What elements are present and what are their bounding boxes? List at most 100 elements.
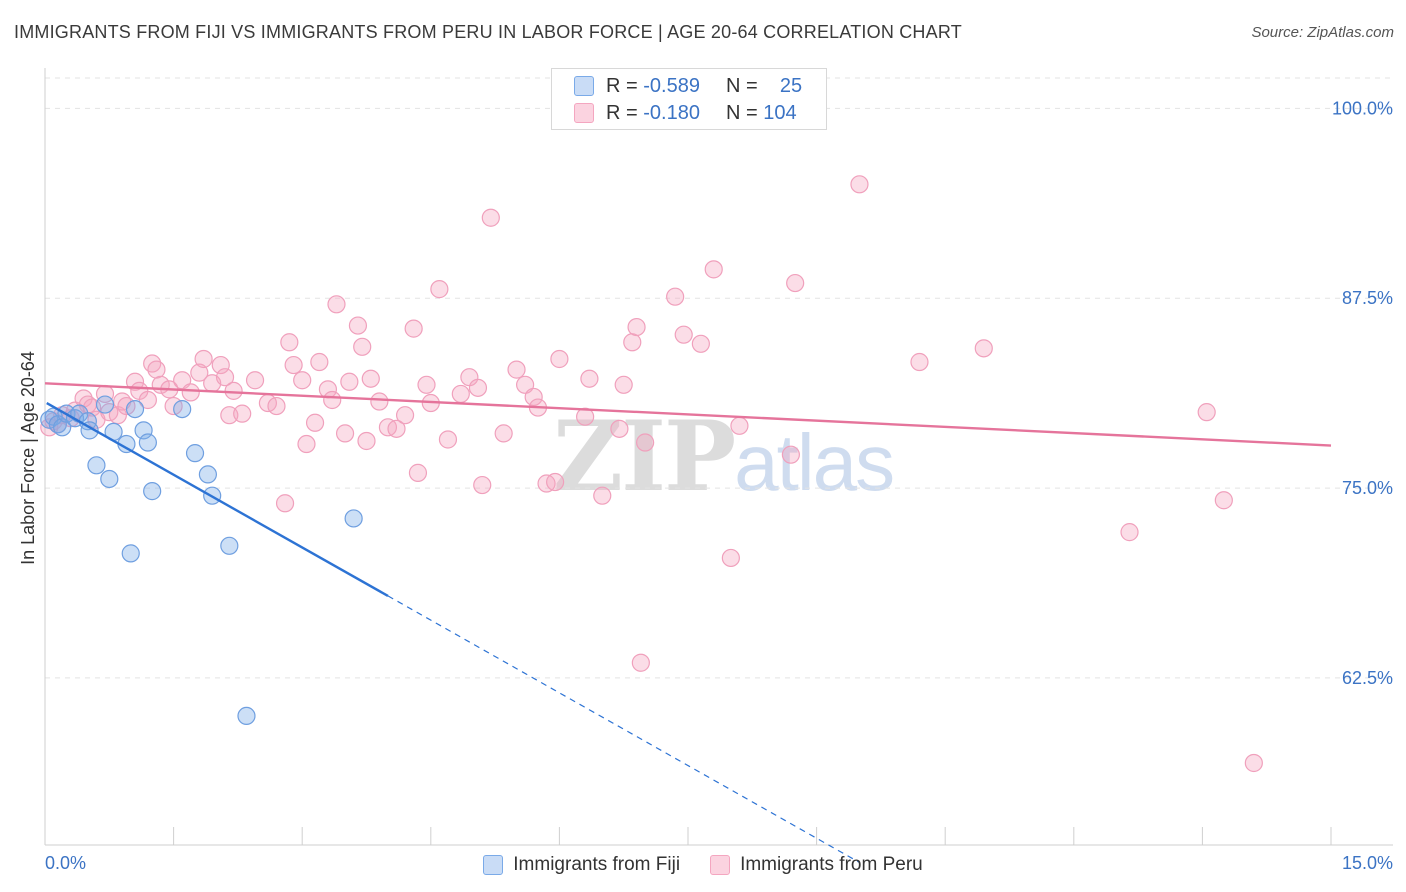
x-tick-label: 0.0%: [45, 853, 86, 873]
fiji-n-value: 25: [779, 74, 803, 97]
peru-point: [481, 208, 500, 227]
peru-point: [224, 381, 243, 400]
stats-legend-row-peru: R = -0.180 N = 104: [574, 100, 797, 126]
peru-point: [691, 334, 710, 353]
peru-point: [636, 433, 655, 452]
peru-point: [194, 349, 213, 369]
peru-point: [627, 317, 646, 337]
fiji-point: [138, 433, 157, 452]
peru-point: [550, 349, 569, 369]
legend-item-fiji[interactable]: Immigrants from Fiji: [483, 854, 680, 876]
peru-point: [666, 287, 685, 306]
fiji-r-label: R =: [606, 74, 638, 97]
fiji-r-value: -0.589: [643, 74, 700, 97]
fiji-point: [185, 444, 205, 463]
peru-point: [614, 375, 633, 394]
peru-point: [357, 431, 376, 451]
axis-labels: 62.5% 75.0% 87.5% 100.0% 0.0% 15.0% In Labor F…: [18, 98, 1393, 873]
peru-point: [125, 372, 145, 391]
fiji-point: [344, 509, 363, 528]
peru-trend-line: [44, 382, 1332, 447]
legend-label-peru: Immigrants from Peru: [740, 854, 923, 875]
peru-point: [404, 319, 423, 338]
peru-point: [1244, 753, 1263, 773]
peru-point: [546, 472, 565, 492]
peru-point: [245, 371, 265, 390]
peru-point: [280, 333, 299, 352]
stats-legend-row-fiji: R = -0.589 N = 25: [574, 73, 802, 99]
legend-item-peru[interactable]: Immigrants from Peru: [710, 854, 923, 876]
fiji-point: [198, 465, 217, 484]
peru-point: [1120, 523, 1139, 542]
legend-label-fiji: Immigrants from Fiji: [513, 854, 681, 875]
fiji-point: [220, 536, 239, 555]
peru-point: [327, 295, 346, 314]
stats-legend: R = -0.589 N = 25 R = -0.180 N = 104: [551, 68, 827, 130]
peru-point: [353, 337, 372, 356]
peru-point: [580, 369, 599, 388]
peru-point: [473, 475, 492, 495]
peru-point: [323, 390, 342, 410]
peru-point: [524, 387, 543, 407]
peru-point: [275, 494, 295, 513]
fiji-point: [100, 469, 119, 489]
peru-point: [417, 375, 436, 394]
peru-point: [310, 352, 329, 372]
fiji-n-label: N =: [726, 74, 758, 97]
peru-point: [215, 368, 235, 387]
peru-swatch: [574, 103, 594, 123]
fiji-point: [53, 418, 72, 437]
peru-points: [40, 175, 1263, 773]
peru-point: [704, 260, 723, 279]
y-axis-label: In Labor Force | Age 20-64: [18, 351, 38, 565]
axes: [44, 68, 1393, 846]
fiji-point: [143, 482, 162, 501]
peru-point: [348, 316, 368, 335]
peru-point: [850, 175, 869, 194]
y-tick-label: 87.5%: [1342, 288, 1393, 308]
fiji-point: [95, 395, 115, 414]
peru-point: [507, 360, 526, 379]
chart-source: Source: ZipAtlas.com: [1251, 24, 1394, 41]
peru-point: [340, 372, 359, 391]
peru-point: [395, 406, 415, 425]
peru-point: [494, 424, 513, 443]
peru-point: [190, 363, 209, 382]
peru-point: [147, 360, 166, 379]
peru-r-label: R =: [606, 101, 638, 124]
x-tick-label: 15.0%: [1342, 853, 1393, 873]
fiji-point: [237, 706, 256, 726]
peru-point: [138, 390, 157, 410]
fiji-trend-line: [46, 401, 389, 597]
peru-point: [1197, 403, 1216, 422]
fiji-point: [173, 400, 192, 419]
peru-point: [781, 445, 800, 464]
peru-point: [284, 355, 303, 375]
peru-point: [408, 463, 428, 482]
peru-point: [181, 383, 200, 402]
peru-point: [451, 384, 470, 404]
peru-point: [610, 419, 629, 438]
peru-point: [293, 371, 312, 390]
peru-point: [297, 434, 316, 454]
peru-point: [267, 396, 286, 416]
peru-point: [430, 280, 449, 299]
peru-point: [468, 378, 488, 397]
peru-point: [623, 333, 642, 352]
y-tick-label: 75.0%: [1342, 478, 1393, 498]
peru-r-value: -0.180: [643, 101, 700, 124]
peru-point: [730, 416, 749, 435]
chart-title: IMMIGRANTS FROM FIJI VS IMMIGRANTS FROM …: [14, 22, 962, 42]
peru-point: [233, 404, 252, 423]
fiji-trend-extension: [387, 595, 860, 863]
y-tick-label: 62.5%: [1342, 668, 1393, 688]
legend-swatch-peru: [710, 855, 731, 875]
peru-n-value: 104: [763, 101, 797, 124]
trend-lines: [44, 382, 1332, 863]
peru-point: [361, 369, 380, 388]
peru-point: [335, 424, 355, 443]
peru-point: [786, 273, 805, 293]
fiji-swatch: [574, 76, 594, 96]
peru-point: [387, 419, 406, 438]
